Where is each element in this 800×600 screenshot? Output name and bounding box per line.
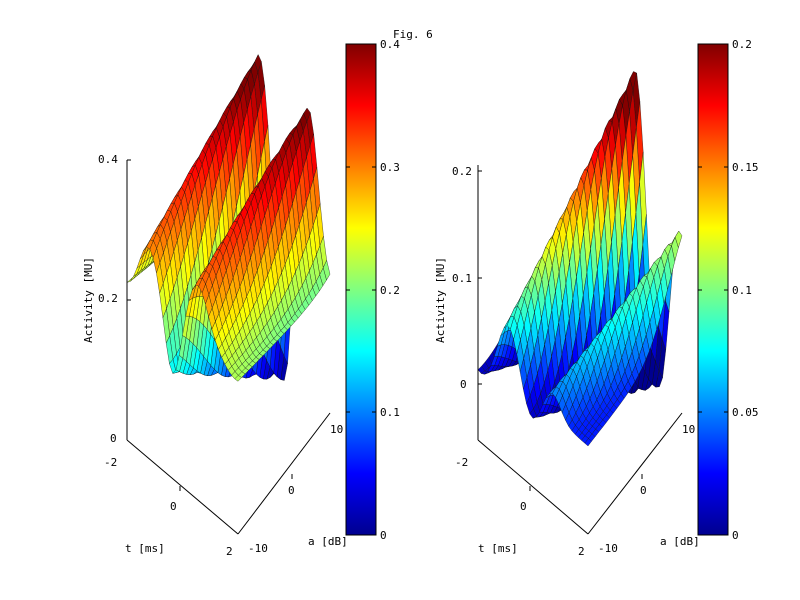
right-ztick-2: 0.2 xyxy=(452,165,472,178)
left-cbar-tick-4: 0.4 xyxy=(380,38,400,51)
right-cbar-tick-2: 0.1 xyxy=(732,284,752,297)
left-ytick-1: 0 xyxy=(288,484,295,497)
right-surface xyxy=(477,71,683,447)
right-ytick-2: 10 xyxy=(682,423,695,436)
right-cbar-tick-4: 0.2 xyxy=(732,38,752,51)
left-cbar-tick-3: 0.3 xyxy=(380,161,400,174)
right-xtick-2: 2 xyxy=(578,545,585,558)
right-cbar-tick-0: 0 xyxy=(732,529,739,542)
left-cbar-tick-0: 0 xyxy=(380,529,387,542)
surface-patch xyxy=(234,375,242,382)
left-cbar-tick-1: 0.1 xyxy=(380,406,400,419)
panel-left: Activity [MU] 0 0.2 0.4 -2 0 2 t [ms] -1… xyxy=(82,38,400,558)
right-ztick-0: 0 xyxy=(460,378,467,391)
surface-patch xyxy=(584,438,592,447)
figure-title: Fig. 6 xyxy=(393,28,433,41)
right-ylabel: a [dB] xyxy=(660,535,700,548)
right-cbar-tick-1: 0.05 xyxy=(732,406,759,419)
panel-right: Activity [MU] 0 0.1 0.2 -2 0 2 t [ms] -1… xyxy=(434,38,759,558)
left-xtick-1: 0 xyxy=(170,500,177,513)
left-xtick-0: -2 xyxy=(104,456,117,469)
left-ytick-0: -10 xyxy=(248,542,268,555)
left-a-axis-line xyxy=(237,412,331,535)
left-ytick-2: 10 xyxy=(330,423,343,436)
left-ztick-1: 0.2 xyxy=(98,292,118,305)
right-ztick-1: 0.1 xyxy=(452,272,472,285)
right-colorbar xyxy=(697,43,729,536)
right-zlabel: Activity [MU] xyxy=(434,257,447,343)
left-xlabel: t [ms] xyxy=(125,542,165,555)
right-cbar-tick-3: 0.15 xyxy=(732,161,759,174)
left-ztick-0: 0 xyxy=(110,432,117,445)
left-xtick-2: 2 xyxy=(226,545,233,558)
left-ztick-2: 0.4 xyxy=(98,153,118,166)
left-t-axis-line xyxy=(126,439,239,535)
right-xlabel: t [ms] xyxy=(478,542,518,555)
left-zlabel: Activity [MU] xyxy=(82,257,95,343)
right-xtick-0: -2 xyxy=(455,456,468,469)
surface-patch xyxy=(130,273,138,282)
left-ylabel: a [dB] xyxy=(308,535,348,548)
right-t-axis-line xyxy=(477,439,589,535)
left-surface xyxy=(126,54,331,382)
right-ytick-0: -10 xyxy=(598,542,618,555)
right-ytick-1: 0 xyxy=(640,484,647,497)
right-xtick-1: 0 xyxy=(520,500,527,513)
left-cbar-tick-2: 0.2 xyxy=(380,284,400,297)
right-a-axis-line xyxy=(587,412,683,535)
left-colorbar xyxy=(345,43,377,536)
